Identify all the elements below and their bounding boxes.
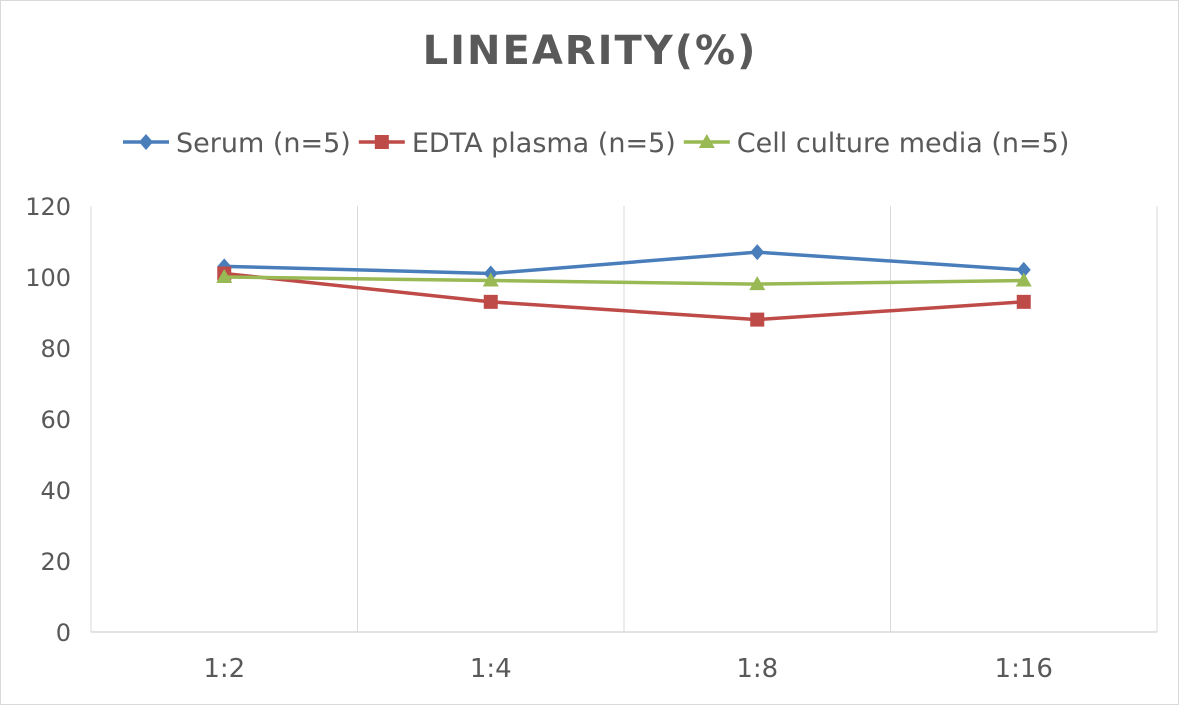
- diamond-marker: [1016, 261, 1031, 278]
- chart-title: LINEARITY(%): [423, 28, 758, 74]
- y-tick-label: 20: [40, 548, 71, 576]
- axes: 0 20 40 60 80 100 120 1:2 1:4 1:8 1:16: [25, 193, 1157, 684]
- square-marker: [374, 135, 389, 149]
- series-line: [224, 275, 1024, 286]
- y-tick-label: 0: [56, 619, 71, 647]
- legend-label: Serum (n=5): [176, 128, 351, 159]
- y-tick-label: 120: [25, 193, 71, 221]
- series-line: [224, 250, 1024, 276]
- triangle-marker: [698, 134, 715, 148]
- triangle-marker: [1015, 272, 1032, 287]
- square-marker: [750, 312, 765, 327]
- square-marker: [483, 294, 498, 309]
- y-tick-label: 60: [40, 406, 71, 434]
- legend: Serum (n=5) EDTA plasma (n=5) Cell culture…: [123, 128, 1069, 159]
- square-marker: [1016, 294, 1031, 309]
- triangle-marker: [749, 276, 766, 291]
- y-tick-label: 80: [40, 335, 71, 363]
- series-cell: [216, 269, 1032, 291]
- x-tick-label: 1:16: [995, 654, 1053, 684]
- legend-label: Cell culture media (n=5): [737, 128, 1070, 159]
- legend-item: Serum (n=5): [123, 128, 351, 159]
- legend-item: EDTA plasma (n=5): [358, 128, 676, 159]
- triangle-marker: [216, 269, 233, 283]
- gridlines: [90, 206, 1158, 632]
- legend-item: Cell culture media (n=5): [683, 128, 1070, 159]
- legend-label: EDTA plasma (n=5): [412, 128, 676, 159]
- series-line: [224, 271, 1024, 322]
- x-tick-label: 1:2: [203, 654, 245, 684]
- x-tick-label: 1:4: [470, 654, 512, 684]
- y-tick-label: 100: [25, 264, 71, 292]
- diamond-marker: [750, 244, 765, 261]
- x-tick-label: 1:8: [736, 654, 778, 684]
- y-tick-label: 40: [40, 477, 71, 505]
- series-group: [216, 244, 1032, 327]
- triangle-marker: [482, 272, 499, 287]
- diamond-marker: [139, 134, 153, 150]
